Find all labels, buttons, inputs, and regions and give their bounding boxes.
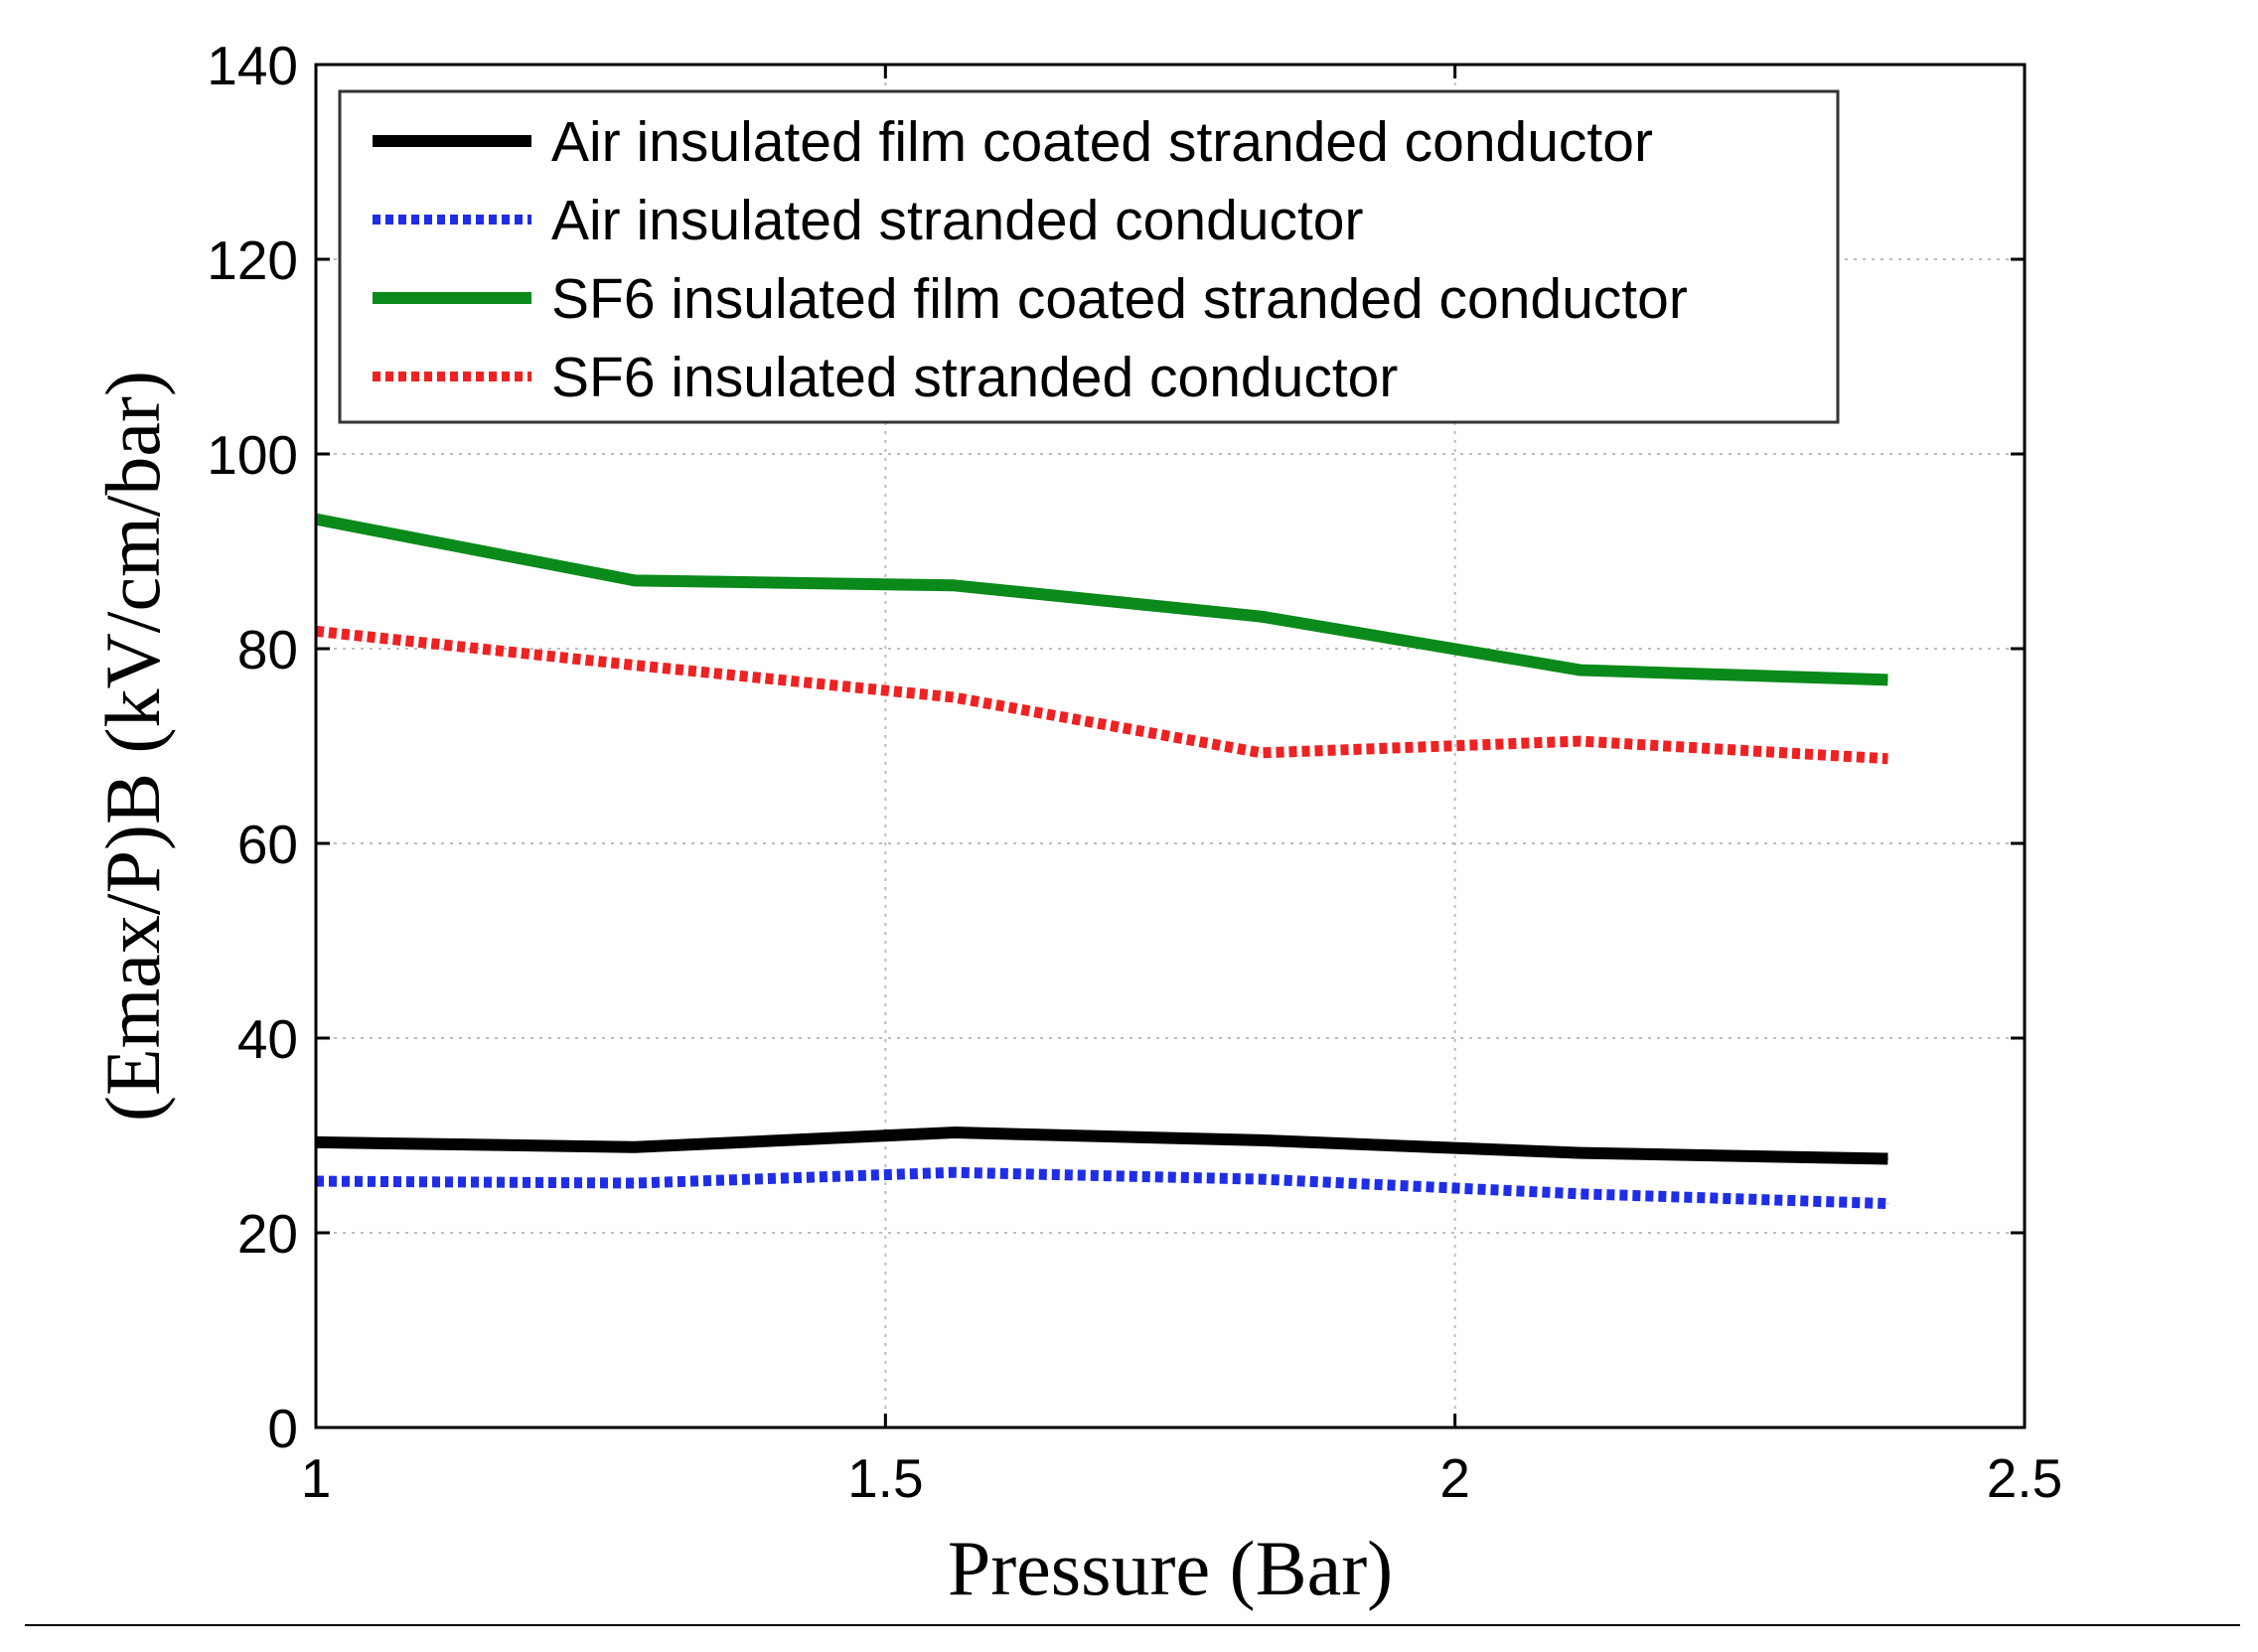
y-tick-label: 0 (267, 1398, 298, 1459)
legend-label-sf6-stranded: SF6 insulated stranded conductor (551, 346, 1398, 409)
data-point-air-stranded (634, 1182, 636, 1184)
x-tick-label: 2.5 (1987, 1447, 2062, 1509)
x-axis-title: Pressure (Bar) (948, 1525, 1393, 1611)
data-point-air-stranded (1886, 1203, 1888, 1205)
legend: Air insulated film coated stranded condu… (338, 89, 1840, 424)
legend-label-sf6-film-coated: SF6 insulated film coated stranded condu… (551, 267, 1688, 331)
ticks: 0 20 40 60 80 100 120 140 1 1.5 2 2.5 (207, 35, 2062, 1509)
series-line-sf6-stranded (315, 625, 1888, 765)
data-point-sf6-stranded (1261, 752, 1263, 754)
plot-frame (314, 63, 2027, 1429)
data-point-sf6-stranded (1886, 758, 1888, 760)
y-tick-label: 140 (207, 35, 298, 96)
y-tick-label: 20 (237, 1203, 298, 1265)
data-point-air-stranded (1261, 1178, 1263, 1180)
data-point-sf6-stranded (634, 665, 636, 667)
legend-label-air-stranded: Air insulated stranded conductor (551, 189, 1364, 252)
x-tick-label: 1 (301, 1447, 332, 1509)
data-point-air-film-coated (1886, 1158, 1888, 1160)
data-point-sf6-stranded (953, 696, 955, 698)
data-point-sf6-stranded (1580, 740, 1581, 742)
data-point-air-film-coated (1261, 1139, 1263, 1141)
data-point-sf6-film-coated (1580, 670, 1581, 672)
y-tick-label: 80 (237, 619, 298, 680)
data-point-air-film-coated (953, 1131, 955, 1133)
y-axis-title: (Emax/P)B (kV/cm/bar) (89, 371, 176, 1122)
data-point-air-film-coated (1580, 1152, 1581, 1154)
data-point-sf6-film-coated (1261, 616, 1263, 618)
series-line-sf6-film-coated (314, 513, 1888, 686)
series-layer (314, 513, 1888, 1210)
series-line-air-stranded (315, 1166, 1888, 1210)
series-line-air-film-coated (315, 1126, 1888, 1165)
data-point-air-stranded (1580, 1193, 1581, 1195)
legend-box (338, 89, 1840, 424)
data-point-sf6-film-coated (1886, 678, 1888, 680)
legend-label-air-film-coated: Air insulated film coated stranded condu… (551, 110, 1653, 174)
y-tick-label: 60 (237, 814, 298, 875)
y-tick-label: 120 (207, 229, 298, 291)
y-tick-label: 40 (237, 1008, 298, 1070)
data-point-sf6-film-coated (953, 584, 955, 586)
x-tick-label: 2 (1439, 1447, 1470, 1509)
data-point-sf6-film-coated (634, 579, 636, 581)
y-tick-label: 100 (207, 424, 298, 486)
x-tick-label: 1.5 (847, 1447, 923, 1509)
data-point-air-stranded (953, 1171, 955, 1173)
data-point-air-film-coated (634, 1146, 636, 1148)
